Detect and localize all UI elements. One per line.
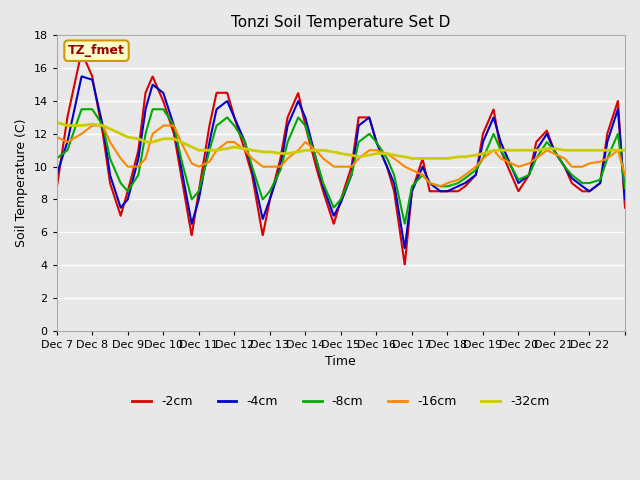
-2cm bbox=[501, 157, 509, 163]
-4cm bbox=[53, 172, 61, 178]
-32cm bbox=[408, 156, 416, 161]
Text: TZ_fmet: TZ_fmet bbox=[68, 44, 125, 57]
-16cm bbox=[53, 134, 61, 140]
-16cm bbox=[621, 172, 629, 178]
-8cm bbox=[621, 185, 629, 191]
-16cm bbox=[88, 123, 96, 129]
Line: -16cm: -16cm bbox=[57, 126, 625, 186]
Title: Tonzi Soil Temperature Set D: Tonzi Soil Temperature Set D bbox=[231, 15, 451, 30]
-8cm bbox=[78, 107, 86, 112]
-4cm bbox=[78, 73, 86, 79]
-2cm bbox=[314, 172, 322, 178]
-8cm bbox=[605, 152, 612, 158]
-8cm bbox=[501, 154, 509, 159]
-8cm bbox=[82, 107, 90, 112]
-32cm bbox=[605, 147, 612, 153]
-16cm bbox=[314, 150, 322, 156]
-2cm bbox=[53, 185, 61, 191]
-2cm bbox=[82, 59, 90, 65]
-4cm bbox=[621, 197, 629, 203]
-4cm bbox=[605, 134, 612, 140]
-4cm bbox=[330, 212, 337, 217]
-8cm bbox=[401, 221, 408, 227]
-16cm bbox=[605, 155, 612, 160]
-16cm bbox=[605, 154, 613, 160]
-32cm bbox=[329, 149, 337, 155]
X-axis label: Time: Time bbox=[326, 355, 356, 369]
-32cm bbox=[621, 147, 629, 153]
-2cm bbox=[605, 125, 613, 131]
-8cm bbox=[53, 156, 61, 161]
-32cm bbox=[82, 122, 90, 128]
-32cm bbox=[314, 147, 322, 153]
-4cm bbox=[501, 148, 509, 154]
-2cm bbox=[605, 126, 612, 132]
Line: -4cm: -4cm bbox=[57, 76, 625, 248]
-16cm bbox=[501, 157, 509, 163]
Legend: -2cm, -4cm, -8cm, -16cm, -32cm: -2cm, -4cm, -8cm, -16cm, -32cm bbox=[127, 390, 554, 413]
-2cm bbox=[621, 205, 629, 211]
-2cm bbox=[330, 220, 337, 226]
-8cm bbox=[330, 204, 337, 210]
-4cm bbox=[314, 165, 322, 170]
-16cm bbox=[330, 164, 337, 169]
Line: -8cm: -8cm bbox=[57, 109, 625, 224]
-4cm bbox=[82, 75, 90, 81]
-2cm bbox=[401, 262, 408, 267]
-8cm bbox=[605, 151, 613, 157]
-2cm bbox=[78, 49, 86, 55]
-16cm bbox=[436, 183, 444, 189]
-32cm bbox=[500, 147, 508, 153]
-32cm bbox=[605, 147, 612, 153]
Line: -32cm: -32cm bbox=[57, 122, 625, 158]
Y-axis label: Soil Temperature (C): Soil Temperature (C) bbox=[15, 119, 28, 247]
Line: -2cm: -2cm bbox=[57, 52, 625, 264]
-16cm bbox=[82, 128, 90, 133]
-32cm bbox=[53, 120, 61, 125]
-8cm bbox=[314, 163, 322, 169]
-4cm bbox=[401, 245, 408, 251]
-4cm bbox=[605, 133, 613, 139]
